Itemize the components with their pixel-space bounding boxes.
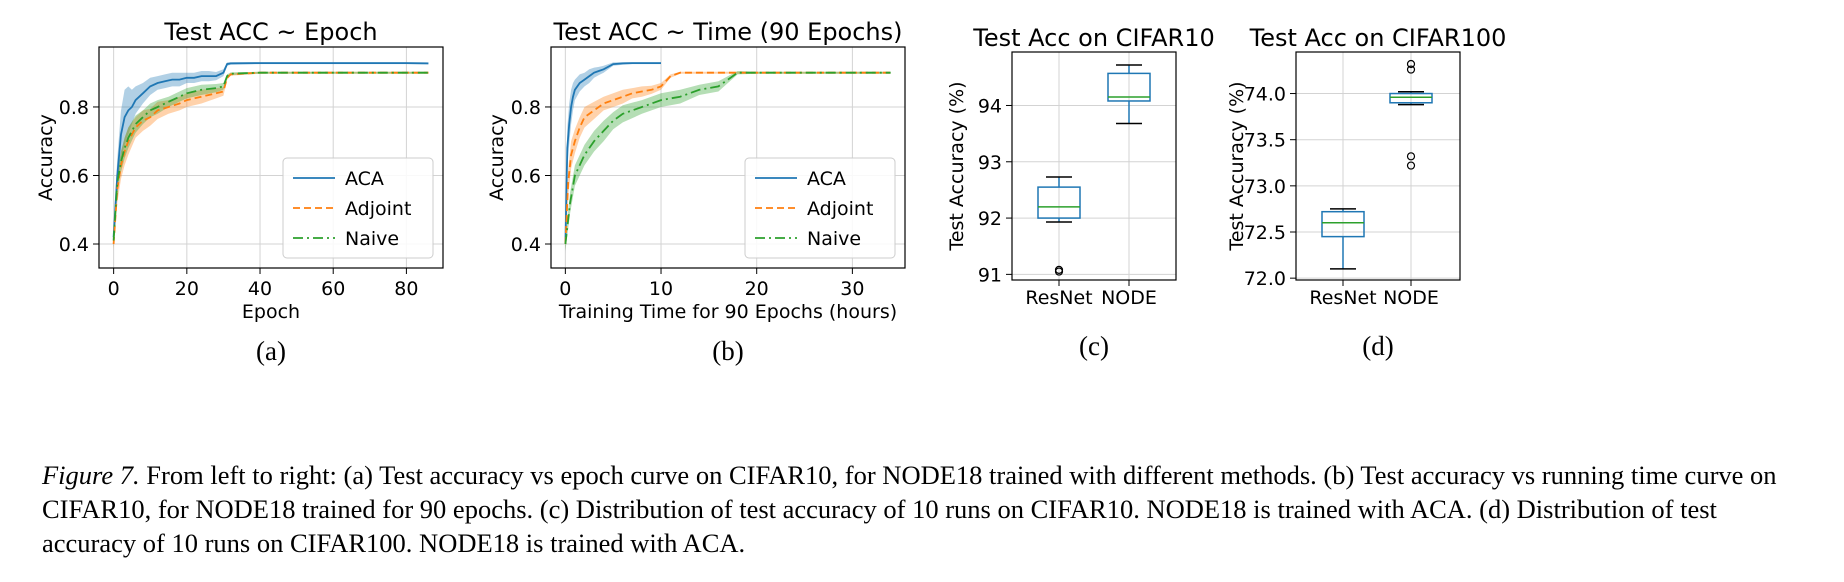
- y-axis-label: Test Accuracy (%): [946, 81, 968, 251]
- y-tick-label: 0.6: [59, 165, 89, 187]
- y-tick-label: 0.8: [511, 97, 541, 119]
- axes-frame: [550, 46, 906, 269]
- y-tick-label: 73.5: [1244, 130, 1286, 152]
- y-tick-label: 73.0: [1244, 176, 1286, 198]
- legend-box: [282, 157, 434, 259]
- chart-title: Test ACC ~ Time (90 Epochs): [552, 18, 902, 46]
- legend-box: [744, 157, 896, 259]
- x-tick-label: 40: [248, 278, 272, 300]
- x-tick-label: NODE: [1101, 287, 1157, 309]
- y-axis-label: Test Accuracy (%): [1226, 81, 1248, 251]
- panel-label: (c): [1079, 331, 1109, 361]
- legend-label-adjoint: Adjoint: [807, 198, 873, 220]
- series-line-aca: [564, 62, 661, 245]
- box-outlier: [1406, 152, 1416, 161]
- box-outlier: [1406, 59, 1416, 69]
- panel-d: ResNet NODE 72.0 72.5 73.0 73.5 74.0 Test Acc o…: [1226, 24, 1506, 361]
- legend-label-aca: ACA: [807, 168, 846, 190]
- series-band-aca: [565, 62, 661, 255]
- x-tick-label: 20: [175, 278, 199, 300]
- series-line-naive: [564, 71, 891, 245]
- x-axis-label: Epoch: [242, 301, 300, 323]
- x-tick-label: NODE: [1383, 287, 1439, 309]
- y-tick-label: 74.0: [1244, 84, 1286, 106]
- x-tick-label: ResNet: [1025, 287, 1092, 309]
- box-resnet: [1037, 176, 1081, 276]
- y-axis-label: Accuracy: [35, 114, 57, 201]
- y-tick-label: 0.4: [511, 234, 541, 256]
- x-tick-label: 0: [108, 278, 120, 300]
- legend-label-naive: Naive: [807, 228, 861, 250]
- axes-frame: [98, 46, 444, 269]
- panel-label: (d): [1362, 331, 1393, 361]
- box-outlier: [1406, 161, 1416, 170]
- y-tick-label: 0.8: [59, 97, 89, 119]
- x-tick-label: 80: [394, 278, 418, 300]
- y-tick-label: 92: [978, 208, 1002, 230]
- legend: ACA Adjoint Naive: [282, 157, 434, 259]
- figure-caption: Figure 7. From left to right: (a) Test a…: [42, 458, 1812, 560]
- legend: ACA Adjoint Naive: [744, 157, 896, 259]
- legend-label-naive: Naive: [345, 228, 399, 250]
- box-iqr: [1037, 186, 1081, 219]
- panel-a: 0 20 40 60 80 0.4 0.6 0.8 Test ACC ~ Epoch Epoch A…: [35, 18, 444, 366]
- chart-title: Test Acc on CIFAR100: [1249, 24, 1507, 52]
- box-node: [1389, 59, 1433, 170]
- box-outlier: [1406, 65, 1416, 74]
- legend-label-adjoint: Adjoint: [345, 198, 411, 220]
- box-outlier: [1054, 265, 1064, 274]
- x-tick-label: 10: [649, 278, 673, 300]
- series-line-aca: [112, 62, 429, 238]
- box-iqr: [1321, 210, 1365, 238]
- caption-text: From left to right: (a) Test accuracy vs…: [42, 460, 1777, 558]
- series-line-naive: [112, 71, 429, 241]
- y-tick-label: 94: [978, 95, 1002, 117]
- chart-title: Test ACC ~ Epoch: [163, 18, 377, 46]
- y-tick-label: 0.6: [511, 165, 541, 187]
- x-tick-label: 20: [745, 278, 769, 300]
- series-line-adjoint: [112, 71, 429, 245]
- box-iqr: [1389, 92, 1433, 104]
- box-resnet: [1321, 208, 1365, 270]
- y-tick-label: 91: [978, 264, 1002, 286]
- panel-label: (b): [712, 336, 743, 366]
- axes-frame: [1011, 51, 1177, 281]
- x-axis-label: Training Time for 90 Epochs (hours): [558, 301, 897, 323]
- x-tick-label: 60: [321, 278, 345, 300]
- box-node: [1107, 64, 1151, 125]
- y-axis-label: Accuracy: [486, 114, 508, 201]
- y-tick-label: 93: [978, 152, 1002, 174]
- panel-b: 0 10 20 30 0.4 0.6 0.8 Test ACC ~ Time (90 Epoc…: [486, 18, 906, 366]
- legend-label-aca: ACA: [345, 168, 384, 190]
- chart-title: Test Acc on CIFAR10: [972, 24, 1215, 52]
- y-tick-label: 72.5: [1244, 222, 1286, 244]
- y-tick-label: 72.0: [1244, 268, 1286, 290]
- y-tick-label: 0.4: [59, 234, 89, 256]
- x-tick-label: 0: [559, 278, 571, 300]
- caption-label: Figure 7.: [42, 460, 140, 490]
- panel-c: ResNet NODE 91 92 93 94 Test Acc on CIFAR10 Tes…: [946, 24, 1215, 361]
- x-tick-label: ResNet: [1309, 287, 1376, 309]
- box-iqr: [1107, 72, 1151, 102]
- axes-frame: [1295, 51, 1461, 281]
- x-tick-label: 30: [840, 278, 864, 300]
- panel-label: (a): [256, 336, 286, 366]
